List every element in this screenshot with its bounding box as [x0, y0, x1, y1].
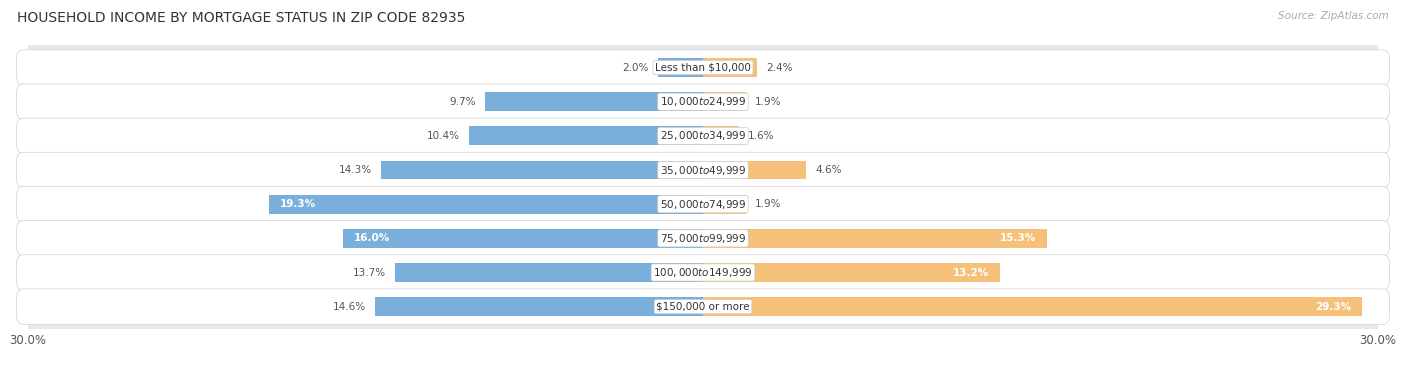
Text: $150,000 or more: $150,000 or more	[657, 302, 749, 311]
Text: $50,000 to $74,999: $50,000 to $74,999	[659, 198, 747, 211]
Text: 13.2%: 13.2%	[952, 268, 988, 277]
Bar	[395, 263, 703, 282]
Text: Source: ZipAtlas.com: Source: ZipAtlas.com	[1278, 11, 1389, 21]
Bar	[485, 92, 703, 111]
Text: 1.6%: 1.6%	[748, 131, 775, 141]
FancyBboxPatch shape	[17, 50, 1389, 85]
Bar	[470, 127, 703, 145]
Bar	[703, 92, 745, 111]
Text: $100,000 to $149,999: $100,000 to $149,999	[654, 266, 752, 279]
Text: $75,000 to $99,999: $75,000 to $99,999	[659, 232, 747, 245]
FancyBboxPatch shape	[17, 84, 1389, 119]
FancyBboxPatch shape	[17, 221, 1389, 256]
Text: 14.3%: 14.3%	[339, 165, 373, 175]
Bar	[703, 161, 807, 180]
FancyBboxPatch shape	[17, 118, 1389, 153]
Text: Less than $10,000: Less than $10,000	[655, 63, 751, 73]
FancyBboxPatch shape	[17, 152, 1389, 188]
Bar	[703, 229, 1047, 248]
Bar	[703, 127, 740, 145]
Bar	[703, 263, 1000, 282]
Bar	[703, 58, 756, 77]
Text: 14.6%: 14.6%	[332, 302, 366, 311]
Text: 4.6%: 4.6%	[815, 165, 842, 175]
Text: 1.9%: 1.9%	[755, 97, 782, 107]
Text: 13.7%: 13.7%	[353, 268, 385, 277]
Bar	[658, 58, 703, 77]
Bar	[374, 297, 703, 316]
Text: 15.3%: 15.3%	[1000, 233, 1036, 243]
FancyBboxPatch shape	[17, 186, 1389, 222]
Text: 10.4%: 10.4%	[427, 131, 460, 141]
Text: 16.0%: 16.0%	[354, 233, 391, 243]
Text: 1.9%: 1.9%	[755, 199, 782, 209]
FancyBboxPatch shape	[17, 255, 1389, 290]
Bar	[703, 195, 745, 214]
Text: 19.3%: 19.3%	[280, 199, 316, 209]
Text: HOUSEHOLD INCOME BY MORTGAGE STATUS IN ZIP CODE 82935: HOUSEHOLD INCOME BY MORTGAGE STATUS IN Z…	[17, 11, 465, 25]
Bar	[381, 161, 703, 180]
FancyBboxPatch shape	[17, 289, 1389, 324]
Bar	[343, 229, 703, 248]
Bar	[703, 297, 1362, 316]
Text: 29.3%: 29.3%	[1315, 302, 1351, 311]
Text: 2.0%: 2.0%	[623, 63, 650, 73]
Text: $35,000 to $49,999: $35,000 to $49,999	[659, 164, 747, 177]
Text: $10,000 to $24,999: $10,000 to $24,999	[659, 95, 747, 108]
Bar	[269, 195, 703, 214]
Text: 9.7%: 9.7%	[450, 97, 475, 107]
Text: 2.4%: 2.4%	[766, 63, 793, 73]
Text: $25,000 to $34,999: $25,000 to $34,999	[659, 129, 747, 143]
